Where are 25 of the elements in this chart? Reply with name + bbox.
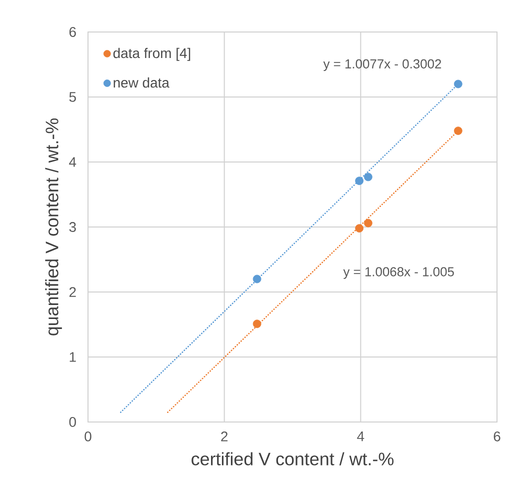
annotation: y = 1.0077x - 0.3002: [323, 59, 442, 72]
x-tick-label: 4: [357, 432, 364, 442]
y-axis-title: quantified V content / wt.-%: [45, 118, 62, 336]
y-tick-label: 3: [69, 222, 76, 232]
point: [364, 172, 372, 182]
y-tick-label: 2: [69, 287, 76, 297]
x-tick-label: 0: [84, 431, 92, 442]
y-tick-label: 5: [69, 92, 76, 102]
x-tick-label: 6: [494, 431, 500, 442]
point: [454, 126, 462, 135]
y-tick-label: 0: [69, 417, 76, 427]
legend-label: data from [4]: [113, 48, 190, 61]
annotation: y = 1.0068x - 1.005: [343, 267, 454, 279]
legend-label: new data: [114, 77, 170, 88]
y-tick-label: 1: [70, 352, 76, 362]
y-tick-label: 6: [69, 27, 76, 37]
y-tick-label: 4: [69, 157, 76, 167]
point: [364, 218, 372, 228]
point: [252, 320, 262, 328]
point: [355, 224, 364, 232]
point: [355, 176, 364, 186]
point: [454, 80, 462, 88]
x-axis-title: certified V content / wt.-%: [192, 452, 394, 466]
point: [252, 274, 262, 284]
x-tick-label: 2: [221, 431, 228, 442]
